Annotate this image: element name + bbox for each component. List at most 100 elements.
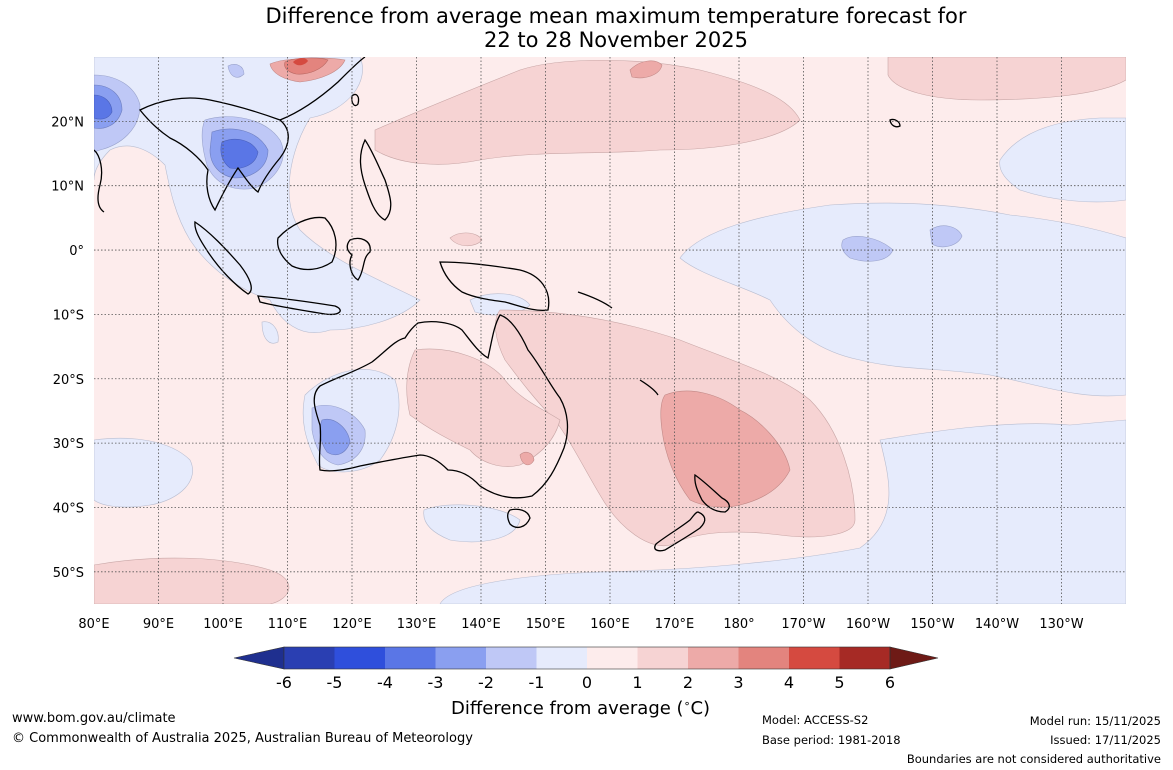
colorbar-tick-label: -4	[377, 673, 393, 692]
anomaly-region-cold	[929, 225, 963, 248]
coastline-china-coast	[279, 57, 366, 121]
latitude-label: 10°N	[51, 180, 84, 195]
colorbar-tick-label: -1	[529, 673, 545, 692]
latitude-label: 50°S	[53, 566, 84, 581]
longitude-label: 120°E	[332, 617, 372, 632]
colorbar-tick-label: 0	[582, 673, 592, 692]
coastline-philippines	[359, 138, 392, 221]
anomaly-region-cool	[999, 117, 1126, 203]
longitude-label: 110°E	[268, 617, 308, 632]
longitude-label: 160°W	[846, 617, 890, 632]
longitude-label: 130°W	[1039, 617, 1083, 632]
anomaly-region-cold	[841, 236, 894, 262]
colorbar-tick-label: -3	[428, 673, 444, 692]
coastline-indochina	[138, 97, 289, 212]
coastline-sulawesi	[346, 237, 371, 281]
anomaly-region-coldest	[94, 94, 113, 120]
longitude-label: 130°E	[397, 617, 437, 632]
colorbar-cell	[637, 647, 688, 669]
coastline-borneo	[276, 216, 337, 271]
anomaly-region-cool	[679, 202, 1126, 397]
longitude-label: 140°W	[975, 617, 1019, 632]
colorbar-ticks: -6 -5 -4 -3 -2 -1 0 1 2 3 4 5 6	[276, 673, 895, 692]
coastline-australia	[313, 314, 569, 499]
colorbar-cell	[284, 647, 335, 669]
anomaly-region-warmer	[519, 451, 535, 466]
colorbar-cell	[334, 647, 385, 669]
colorbar-cell	[486, 647, 537, 669]
title-line-1: Difference from average mean maximum tem…	[265, 4, 967, 28]
title-line-2: 22 to 28 November 2025	[484, 28, 748, 52]
colorbar-tick-label: 1	[632, 673, 642, 692]
colorbar-tick-label: 3	[733, 673, 743, 692]
colorbar-tick-label: 6	[885, 673, 895, 692]
longitude-label: 80°E	[78, 617, 109, 632]
anomaly-region-warm	[887, 57, 1126, 101]
legend-label-degree: ∘	[683, 697, 691, 710]
colorbar-tick-label: -6	[276, 673, 292, 692]
anomaly-region-cool	[94, 437, 193, 508]
anomaly-region-cool	[439, 419, 1126, 604]
longitude-label: 100°E	[203, 617, 243, 632]
colorbar-cell	[839, 647, 890, 669]
anomaly-region-hot	[293, 58, 308, 66]
latitude-label: 30°S	[53, 437, 84, 452]
colorbar-cell	[587, 647, 638, 669]
issued-text: Issued: 17/11/2025	[1050, 733, 1161, 747]
anomaly-region-cool	[423, 504, 521, 543]
colorbar-extend-high	[889, 646, 939, 670]
longitude-label: 170°W	[781, 617, 825, 632]
chart-title: Difference from average mean maximum tem…	[0, 4, 1173, 52]
anomaly-region-cool	[94, 57, 421, 333]
latitude-label: 20°N	[51, 115, 84, 130]
website-link[interactable]: www.bom.gov.au/climate	[12, 711, 176, 726]
coastline-taiwan	[351, 93, 360, 107]
colorbar-tick-label: 4	[784, 673, 794, 692]
legend-label: Difference from average (∘C)	[451, 697, 710, 719]
colorbar-tick-label: -5	[327, 673, 343, 692]
anomaly-region-coldest	[220, 139, 259, 169]
longitude-label: 140°E	[461, 617, 501, 632]
coastlines	[94, 57, 901, 552]
coastline-tasmania	[507, 508, 531, 529]
colorbar-extend-low	[233, 646, 285, 670]
colorbar-cell	[385, 647, 436, 669]
anomaly-region-warm	[94, 557, 290, 604]
anomaly-region-warm	[449, 232, 483, 247]
anomaly-region-cool	[261, 321, 279, 344]
colorbar-cells	[233, 646, 939, 670]
anomaly-region-warmer	[660, 390, 791, 508]
longitude-label: 150°E	[526, 617, 566, 632]
longitude-label: 170°E	[655, 617, 695, 632]
colorbar-outline	[283, 646, 891, 670]
model-run-text: Model run: 15/11/2025	[1029, 714, 1161, 728]
gridlines	[94, 57, 1126, 604]
axis-labels: 20°N 10°N 0° 10°S 20°S 30°S 40°S 50°S 80°E 90°E 10…	[51, 115, 1084, 632]
coastline-new-zealand-north	[694, 473, 730, 513]
colorbar-tick-label: 5	[834, 673, 844, 692]
copyright-text: © Commonwealth of Australia 2025, Austra…	[12, 731, 473, 746]
anomaly-region-cold	[227, 64, 245, 78]
coastline-new-caledonia	[639, 379, 659, 396]
longitude-label: 180°	[723, 617, 754, 632]
coastline-new-zealand-south	[654, 511, 706, 552]
coastline-india-east	[94, 149, 105, 213]
latitude-label: 40°S	[53, 501, 84, 516]
base-period-text: Base period: 1981-2018	[762, 733, 901, 747]
latitude-label: 10°S	[53, 308, 84, 323]
map-field	[94, 57, 1126, 604]
coastline-hawaii	[889, 118, 901, 128]
latitude-label: 20°S	[53, 373, 84, 388]
legend-label-unit: C)	[690, 698, 711, 719]
disclaimer-text: Boundaries are not considered authoritat…	[906, 752, 1161, 766]
coastline-java	[257, 295, 341, 316]
colorbar-cell	[688, 647, 739, 669]
colorbar-tick-label: -2	[478, 673, 494, 692]
longitude-label: 160°E	[590, 617, 630, 632]
colorbar-tick-label: 2	[683, 673, 693, 692]
colorbar-cell	[435, 647, 486, 669]
longitude-label: 150°W	[910, 617, 954, 632]
colorbar-cell	[789, 647, 840, 669]
latitude-label: 0°	[69, 244, 84, 259]
